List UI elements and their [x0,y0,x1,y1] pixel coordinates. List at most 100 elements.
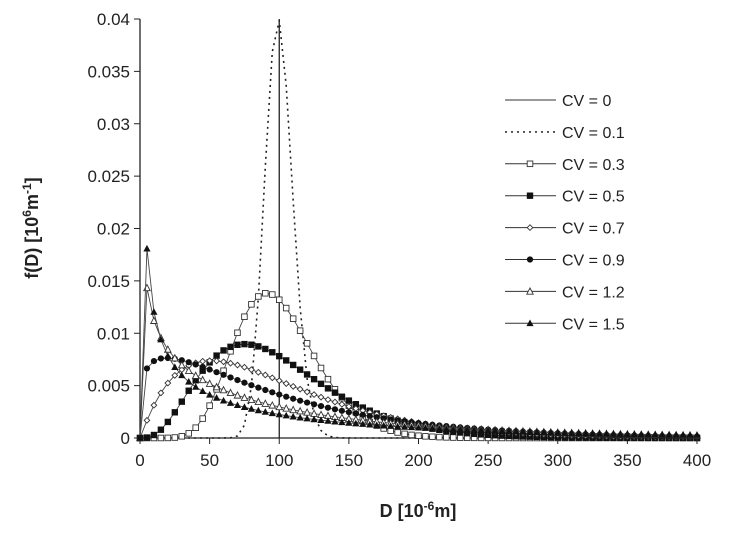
data-point [282,404,291,412]
data-point [149,316,158,324]
data-point [282,411,290,419]
data-point [136,434,144,441]
data-point [415,432,422,439]
data-point [630,430,638,438]
data-point [304,399,311,406]
data-point [178,357,185,364]
data-point [394,422,402,430]
data-point [310,391,318,399]
x-tick-label: 350 [613,451,641,470]
data-point [442,425,450,432]
data-point [568,429,576,436]
data-point [387,422,395,429]
data-point [289,382,297,390]
data-point [303,414,311,422]
data-point [213,352,220,359]
data-point [143,365,151,372]
data-point [588,429,597,437]
data-point [289,405,298,414]
series-cv-1-5 [136,244,701,441]
data-point [184,366,193,375]
data-point [303,388,311,396]
data-point [254,397,263,406]
legend-label: CV = 0.7 [562,221,625,238]
x-axis-title-part: m] [434,501,456,521]
data-point [240,403,249,410]
data-point [206,391,214,398]
data-point [394,429,401,436]
legend-item: CV = 1.5 [505,316,625,333]
data-point [150,431,158,439]
data-point [282,304,290,312]
data-point [199,387,207,395]
data-point [233,390,242,399]
data-point [269,291,276,298]
data-point [234,329,241,337]
y-axis-title-part: 6 [20,210,34,217]
data-point [143,283,151,292]
data-point [428,424,437,432]
data-point [164,434,172,442]
y-tick-label: 0.025 [87,167,130,186]
data-point [429,433,436,441]
data-point [248,382,255,389]
data-point [227,343,234,351]
data-point [157,335,165,343]
data-point [254,406,262,414]
y-axis-title-part: -1 [20,183,34,194]
data-point [352,410,359,417]
data-point [289,361,297,369]
series-line [139,248,698,439]
y-axis-title-part: m [22,194,42,210]
data-point [268,400,277,409]
y-tick-label: 0 [121,429,130,448]
data-point [526,428,534,435]
data-point [575,429,583,437]
data-point [185,377,193,385]
data-point [644,430,652,438]
x-axis-title-part: D [10 [380,501,424,521]
data-point [178,398,185,405]
data-point [345,397,353,404]
x-tick-label: 150 [335,451,363,470]
data-point [338,400,346,408]
data-point [505,427,513,435]
data-point [219,396,228,404]
data-point [296,366,304,373]
data-point [435,424,443,432]
data-point [533,428,541,436]
plot-area [136,19,701,442]
data-point [450,434,457,441]
data-point [275,402,284,411]
data-point [637,430,645,438]
y-tick-label: 0.005 [87,377,130,396]
legend-label: CV = 0.5 [562,189,625,206]
x-tick-label: 200 [404,451,432,470]
legend-marker [526,256,534,263]
legend-marker [526,319,534,327]
data-point [540,428,548,436]
data-point [359,420,367,427]
data-point [192,361,199,368]
data-point [226,399,235,406]
data-point [672,431,680,438]
legend-label: CV = 1.5 [562,316,625,333]
data-point [324,385,332,392]
data-point [324,396,332,404]
data-point [255,384,262,391]
legend-item: CV = 1.2 [505,284,625,301]
data-point [289,315,297,322]
data-point [457,429,464,436]
data-point [408,431,415,439]
data-point [373,414,380,421]
data-point [261,399,270,407]
data-point [177,360,186,369]
legend-item: CV = 0.5 [505,189,625,206]
data-point [220,358,227,366]
data-point [247,366,255,374]
data-point [324,417,332,424]
data-point [240,393,249,401]
data-point [651,430,659,438]
data-point [199,367,206,374]
